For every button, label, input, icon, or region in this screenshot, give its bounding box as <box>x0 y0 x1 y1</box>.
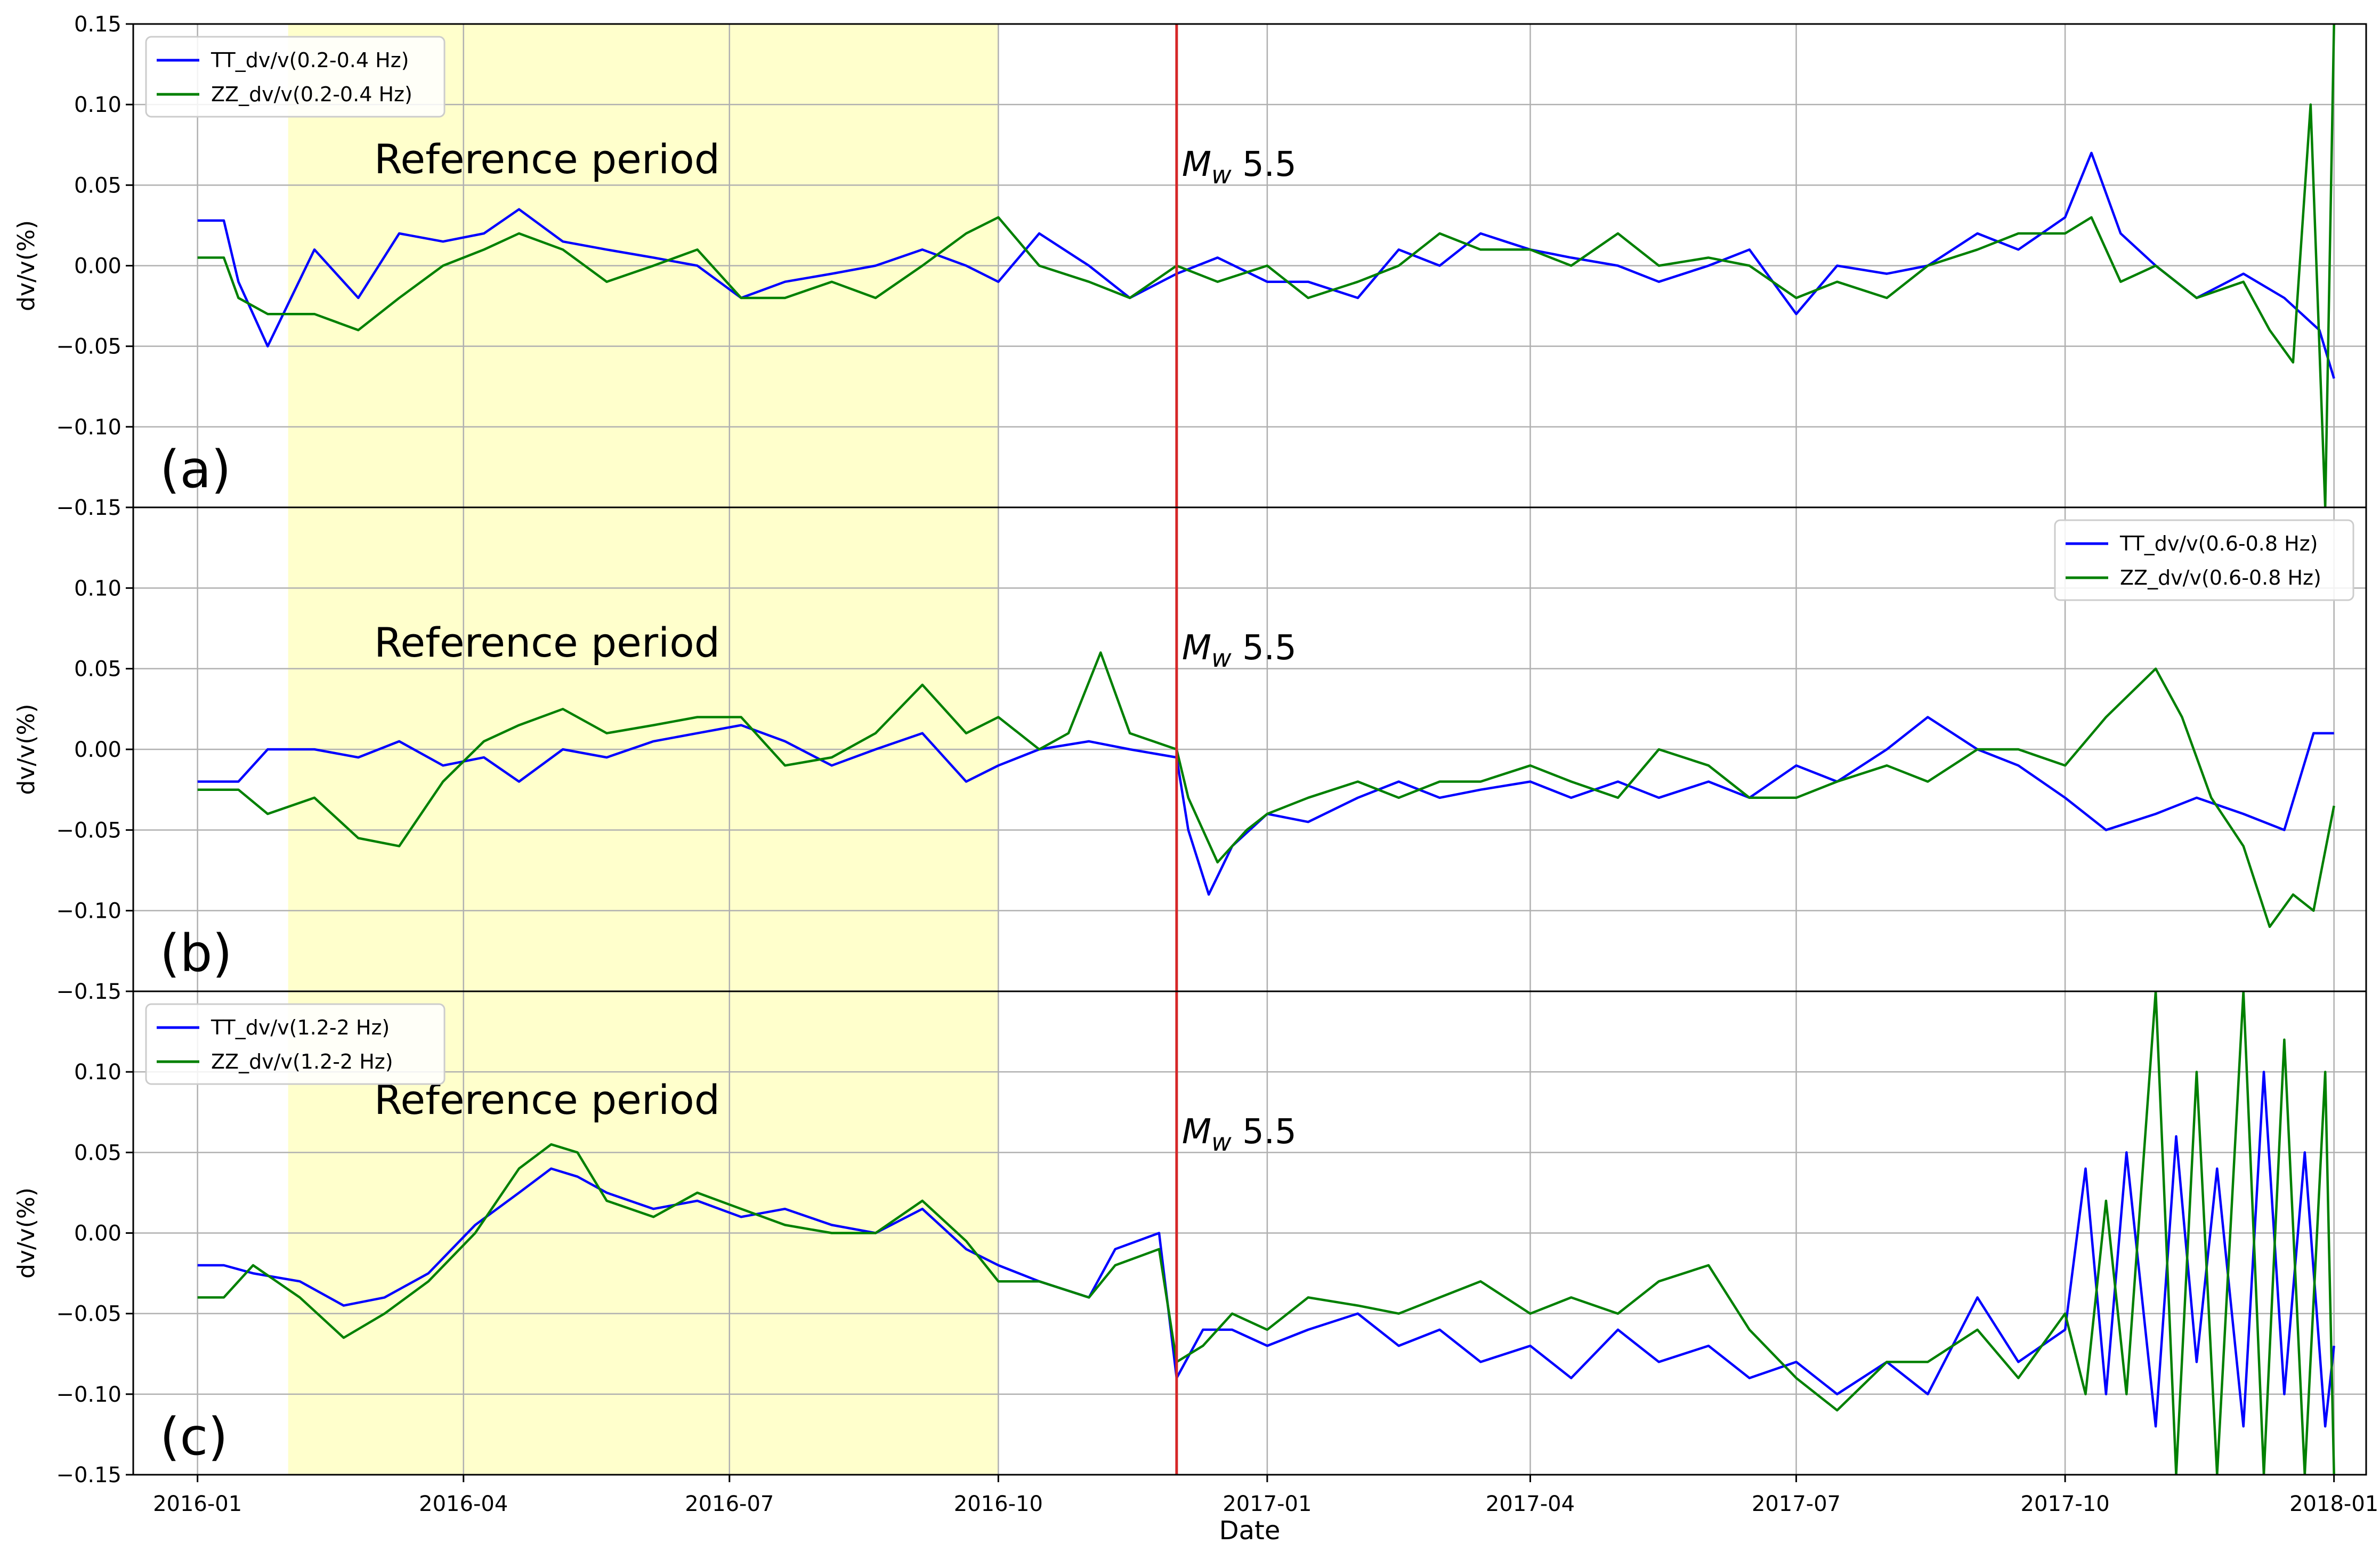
zz-legend-label: ZZ_dv/v(1.2-2 Hz) <box>211 1050 393 1073</box>
x-axis-label: Date <box>1219 1516 1281 1546</box>
zz-series-line <box>197 24 2335 507</box>
event-label-subscript: w <box>1211 644 1232 673</box>
event-label-m: M <box>1182 628 1211 668</box>
zz-legend-label: ZZ_dv/v(0.6-0.8 Hz) <box>2120 566 2321 589</box>
y-tick-label: −0.10 <box>56 1383 122 1407</box>
tt-series-line <box>197 151 2335 379</box>
x-tick-label: 2016-01 <box>153 1492 242 1516</box>
y-tick-label: −0.15 <box>56 1463 122 1488</box>
legend: TT_dv/v(0.2-0.4 Hz) ZZ_dv/v(0.2-0.4 Hz) <box>145 36 446 118</box>
panel-label: (a) <box>160 440 231 499</box>
event-label-magnitude: 5.5 <box>1232 1112 1297 1152</box>
panel-label: (c) <box>160 1407 228 1467</box>
zz-series-line <box>197 651 2335 928</box>
event-label-m: M <box>1182 1112 1211 1152</box>
tt-legend-label: TT_dv/v(1.2-2 Hz) <box>211 1016 390 1039</box>
panel-label: (b) <box>160 924 232 983</box>
y-tick-label: 0.15 <box>74 12 122 37</box>
event-label-m: M <box>1182 145 1211 184</box>
x-tick-label: 2017-07 <box>1752 1492 1841 1516</box>
y-tick-label: 0.05 <box>74 657 122 682</box>
event-label-subscript: w <box>1211 1128 1232 1157</box>
event-label: Mw 5.5 <box>1182 145 1297 189</box>
legend-box <box>2054 519 2354 601</box>
y-tick-label: 0.10 <box>74 93 122 117</box>
event-label: Mw 5.5 <box>1182 1112 1297 1157</box>
tt-series-line <box>197 1070 2335 1428</box>
x-tick-label: 2016-07 <box>685 1492 774 1516</box>
y-axis-label: dv/v(%) <box>13 704 40 795</box>
y-tick-label: −0.10 <box>56 899 122 924</box>
x-tick-label: 2017-04 <box>1486 1492 1575 1516</box>
y-tick-label: 0.05 <box>74 173 122 198</box>
y-tick-label: −0.15 <box>56 496 122 520</box>
y-axis-label: dv/v(%) <box>13 1187 40 1279</box>
shared-x-axis: 2016-01 2016-04 2016-07 2016-10 2017-01 2017-… <box>153 1475 2378 1546</box>
reference-period-label: Reference period <box>374 135 720 183</box>
x-tick-label: 2016-04 <box>419 1492 508 1516</box>
y-tick-label: 0.05 <box>74 1141 122 1165</box>
x-tick-label: 2016-10 <box>954 1492 1043 1516</box>
y-tick-label: −0.05 <box>56 1302 122 1327</box>
y-tick-label: 0.10 <box>74 1060 122 1085</box>
y-tick-label: −0.05 <box>56 335 122 359</box>
event-label-magnitude: 5.5 <box>1232 145 1297 184</box>
tt-legend-label: TT_dv/v(0.2-0.4 Hz) <box>211 49 409 72</box>
y-tick-label: 0.00 <box>74 738 122 762</box>
panels: 0.15 0.10 0.05 0.00 −0.05 −0.10 −0.15 dv/v(%) (a… <box>13 12 2367 1488</box>
x-tick-label: 2017-10 <box>2021 1492 2110 1516</box>
event-label-subscript: w <box>1211 160 1232 189</box>
legend: TT_dv/v(1.2-2 Hz) ZZ_dv/v(1.2-2 Hz) <box>145 1003 446 1085</box>
y-tick-label: 0.00 <box>74 254 122 279</box>
panel-b: 0.10 0.05 0.00 −0.05 −0.10 −0.15 dv/v(%) (b) Ref… <box>13 506 2367 1004</box>
y-tick-label: 0.00 <box>74 1222 122 1246</box>
y-tick-label: 0.10 <box>74 576 122 601</box>
reference-period-label: Reference period <box>374 619 720 666</box>
y-tick-label: −0.10 <box>56 415 122 440</box>
x-tick-label: 2017-01 <box>1223 1492 1312 1516</box>
panel-c: 0.100.050.00−0.05−0.10−0.15dv/v(%)(c)Ref… <box>13 990 2367 1488</box>
y-tick-label: −0.15 <box>56 980 122 1004</box>
y-tick-label: −0.05 <box>56 818 122 843</box>
legend-box <box>145 1003 446 1085</box>
event-label: Mw 5.5 <box>1182 628 1297 673</box>
tt-legend-label: TT_dv/v(0.6-0.8 Hz) <box>2119 532 2318 555</box>
event-label-magnitude: 5.5 <box>1232 628 1297 668</box>
zz-series-line <box>197 991 2335 1475</box>
zz-legend-label: ZZ_dv/v(0.2-0.4 Hz) <box>211 83 412 106</box>
y-axis-label: dv/v(%) <box>13 220 40 311</box>
x-tick-label: 2018-01 <box>2289 1492 2378 1516</box>
legend-box <box>145 36 446 118</box>
legend: TT_dv/v(0.6-0.8 Hz) ZZ_dv/v(0.6-0.8 Hz) <box>2054 519 2354 601</box>
